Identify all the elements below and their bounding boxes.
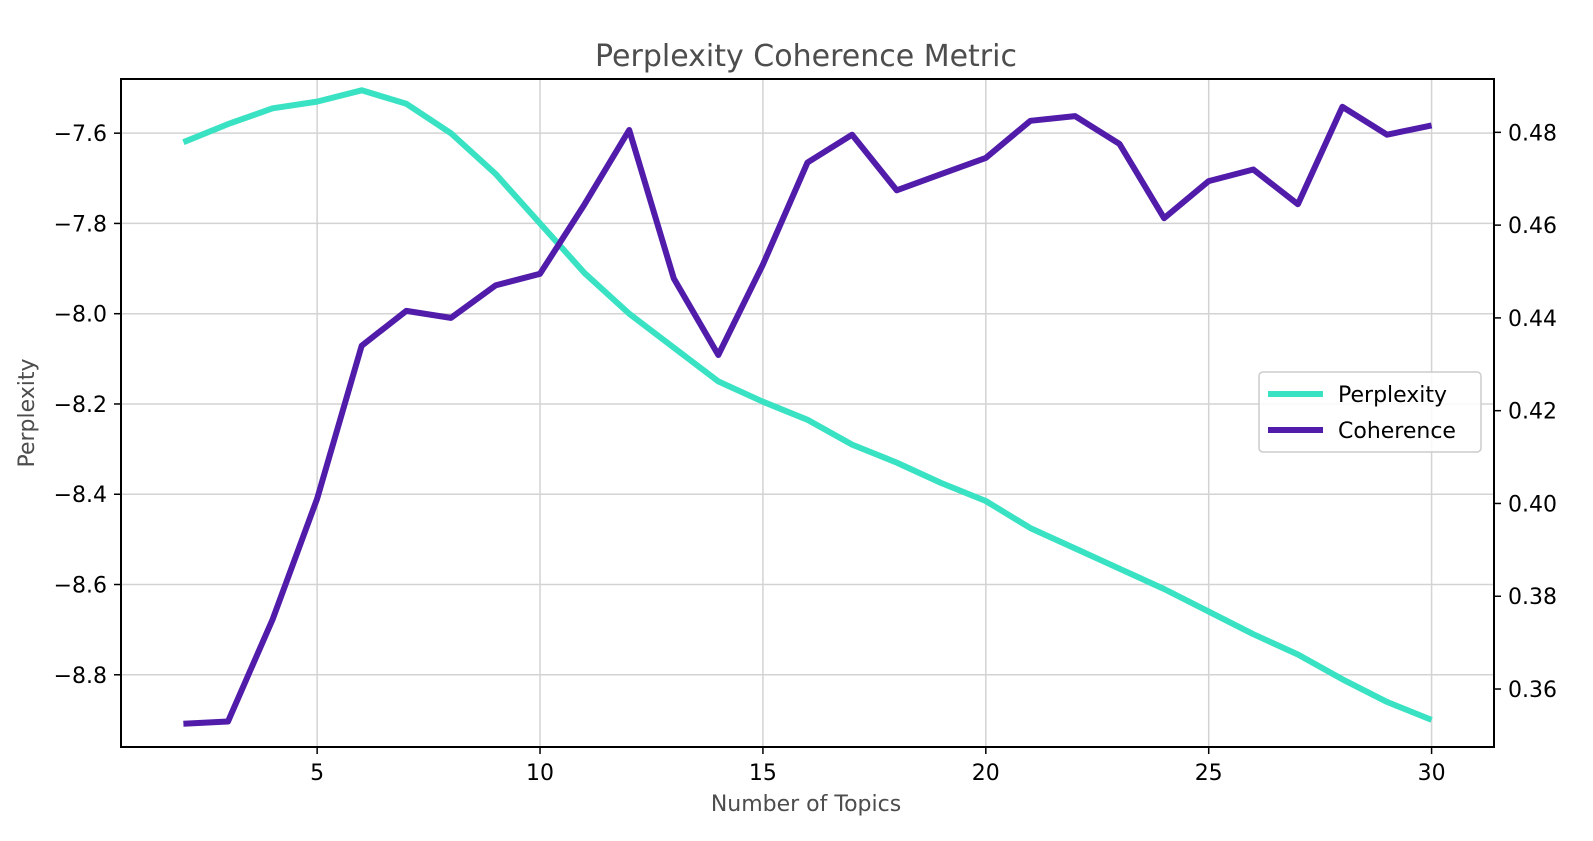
y2-tick-label: 0.38 (1508, 585, 1557, 610)
y-tick-label: −8.8 (54, 664, 107, 689)
x-tick-label: 10 (526, 761, 554, 786)
y-tick-label: −8.0 (54, 303, 107, 328)
y2-tick-label: 0.36 (1508, 678, 1557, 703)
y2-tick-label: 0.44 (1508, 307, 1557, 332)
x-tick-label: 15 (749, 761, 777, 786)
y-tick-label: −8.4 (54, 483, 107, 508)
y-axis-left: −8.8 −8.6 −8.4 −8.2 −8.0 −7.8 −7.6 (54, 122, 121, 689)
y2-tick-label: 0.48 (1508, 121, 1557, 146)
legend: Perplexity Coherence (1258, 371, 1482, 453)
chart-title: Perplexity Coherence Metric (595, 39, 1017, 74)
y-tick-label: −8.6 (54, 574, 107, 599)
y2-tick-label: 0.42 (1508, 400, 1557, 425)
y-tick-label: −7.8 (54, 212, 107, 237)
x-tick-label: 25 (1195, 761, 1223, 786)
legend-label-perplexity: Perplexity (1338, 383, 1447, 408)
x-tick-label: 30 (1418, 761, 1446, 786)
series-line-perplexity (182, 87, 1433, 723)
x-axis: 5 10 15 20 25 30 (310, 747, 1446, 786)
y-axis-label: Perplexity (15, 358, 40, 467)
series-layer (182, 87, 1433, 727)
x-tick-label: 20 (972, 761, 1000, 786)
y-axis-right: 0.36 0.38 0.40 0.42 0.44 0.46 0.48 (1494, 121, 1557, 703)
x-axis-label: Number of Topics (711, 792, 901, 817)
plot-frame (120, 78, 1495, 748)
series-line-coherence (183, 103, 1433, 727)
y2-tick-label: 0.40 (1508, 492, 1557, 517)
x-tick-label: 5 (310, 761, 324, 786)
y-tick-label: −7.6 (54, 122, 107, 147)
y2-tick-label: 0.46 (1508, 214, 1557, 239)
legend-label-coherence: Coherence (1338, 419, 1456, 444)
y-tick-label: −8.2 (54, 393, 107, 418)
